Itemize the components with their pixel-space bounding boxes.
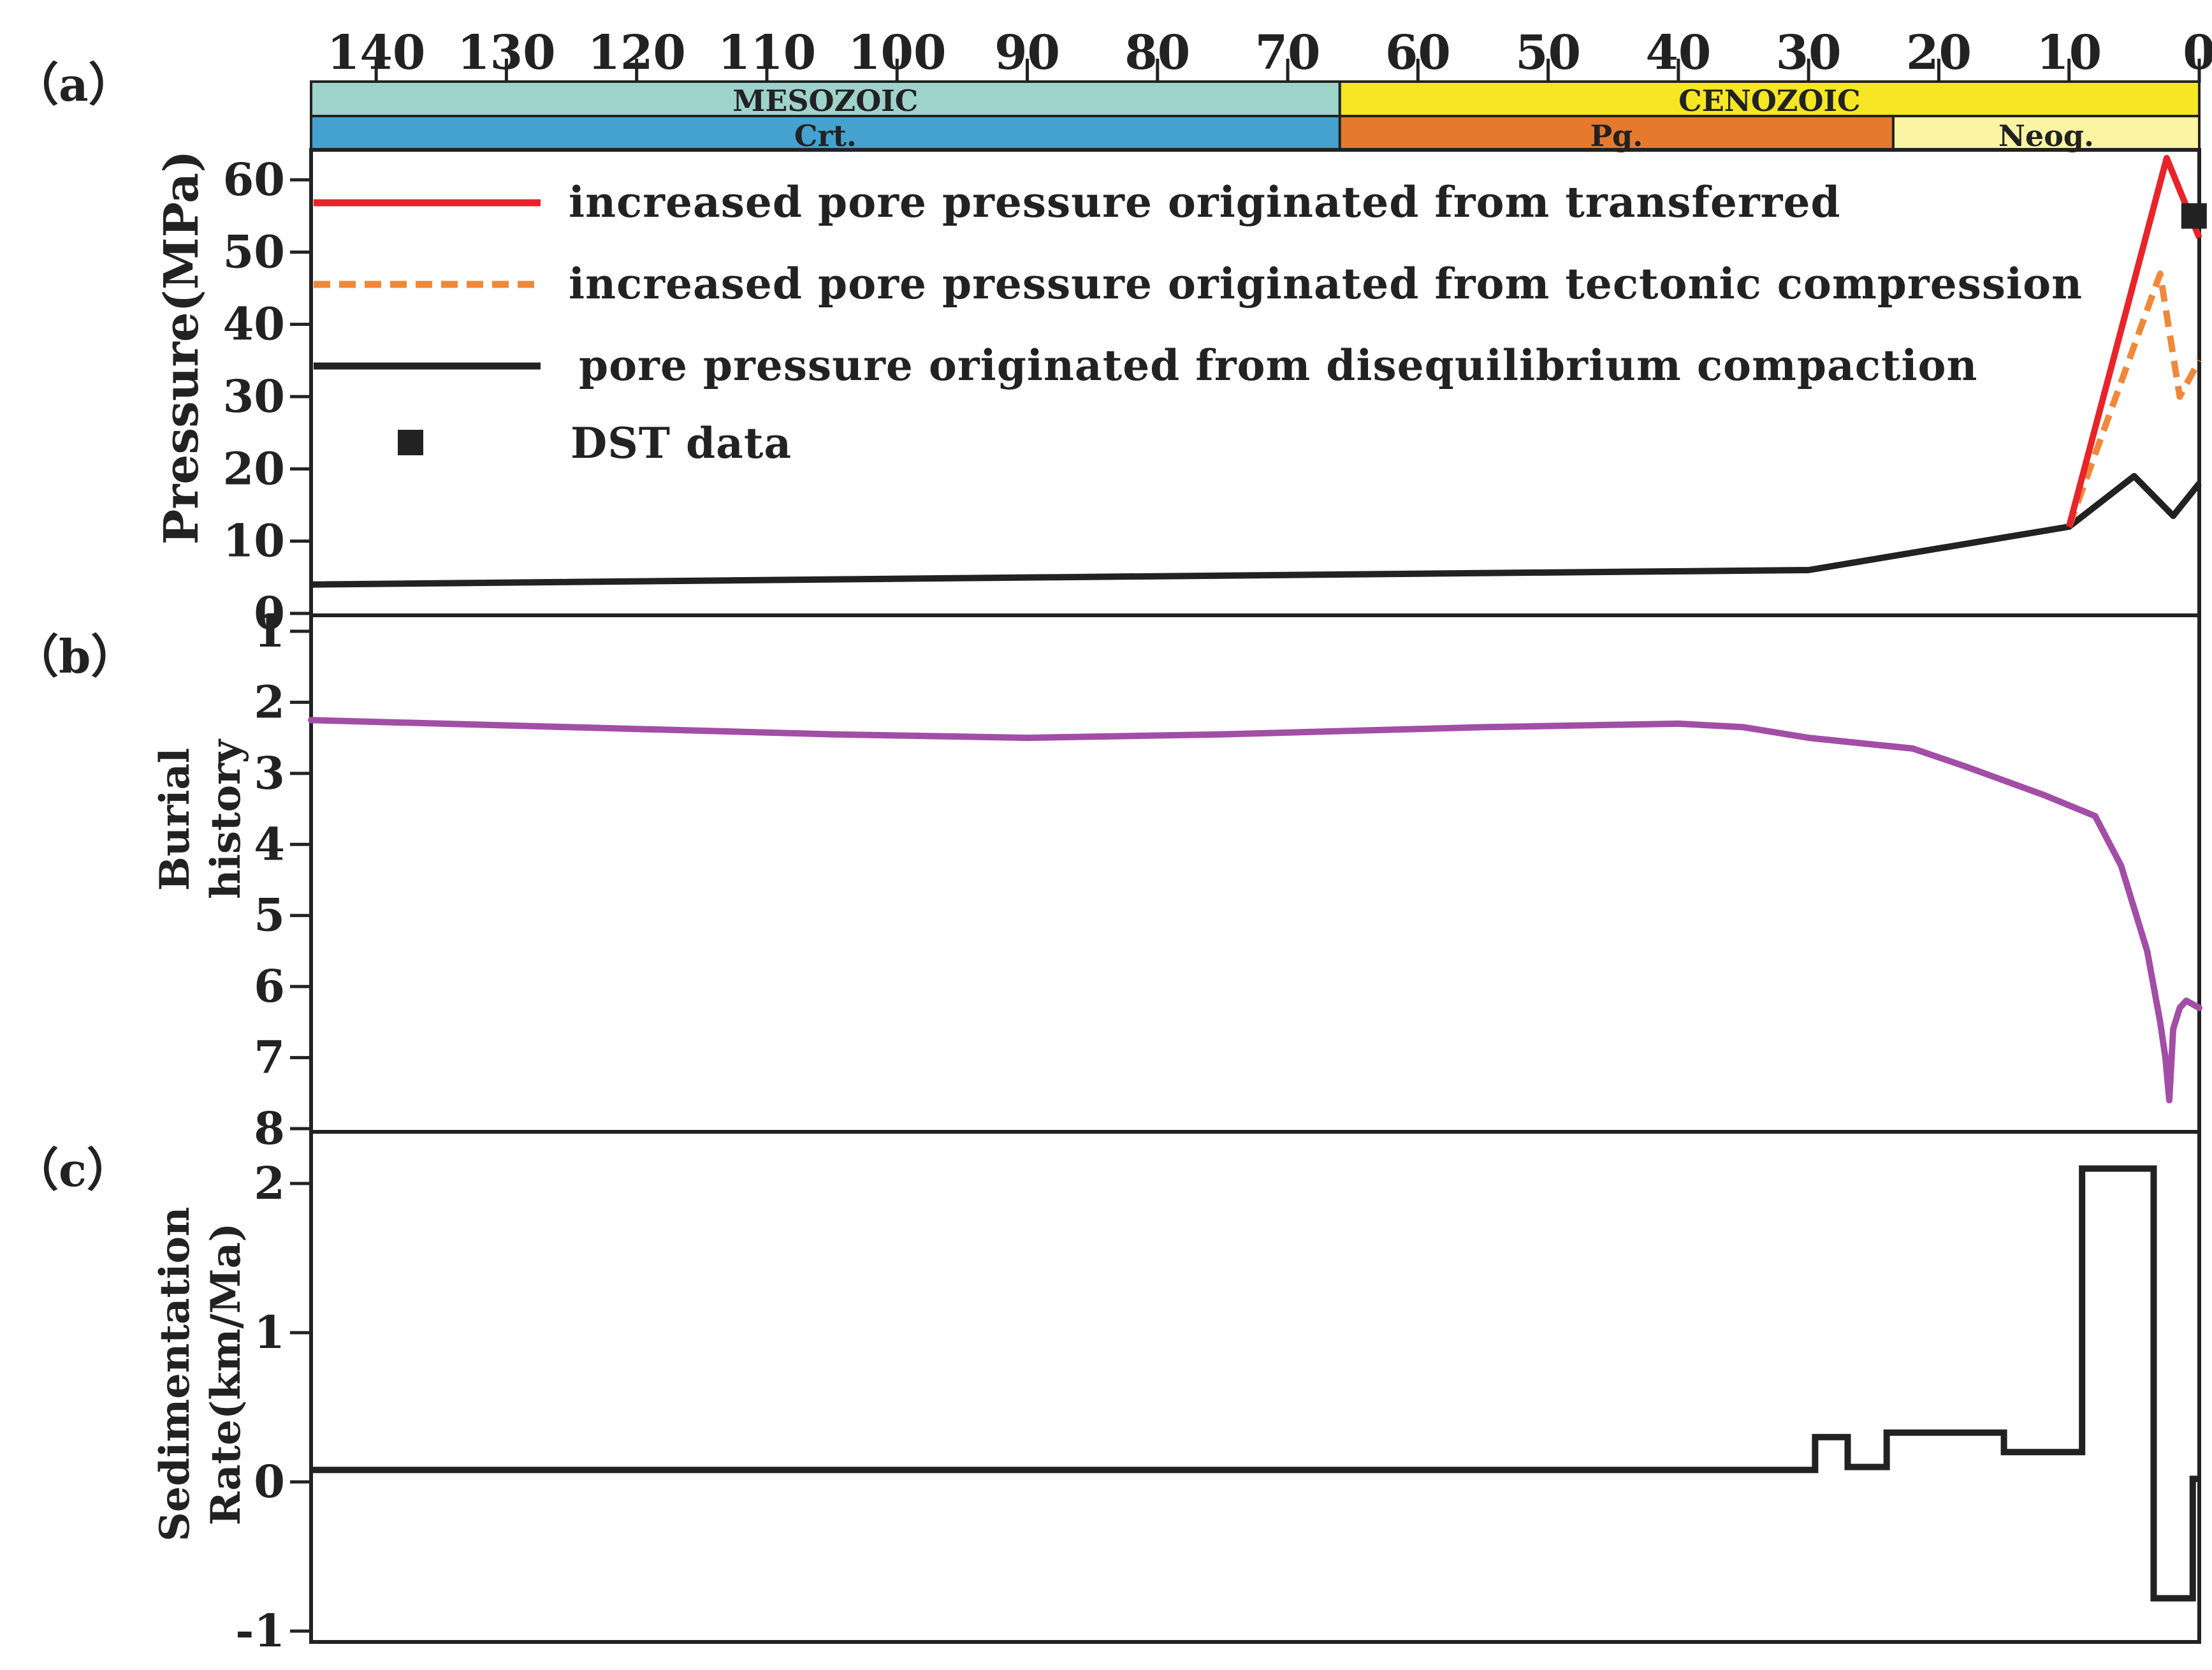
top-tick-label: 140 (327, 26, 425, 80)
panel-b-y-tick-label: 6 (254, 960, 285, 1013)
panel-b-y-axis-title-line2: history (202, 738, 250, 899)
panel-b-y-tick-label: 3 (254, 747, 285, 800)
dst-data-point (2181, 203, 2207, 229)
panel-c-label: （c） (13, 1143, 133, 1197)
panel-b-y-tick-label: 1 (254, 604, 285, 657)
period-bar (1338, 115, 1895, 151)
panel-c-y-tick-label: -1 (235, 1604, 285, 1657)
panel-a-y-tick-label: 50 (223, 225, 285, 278)
panel-b-y-tick-label: 2 (254, 675, 285, 728)
top-tick-label: 80 (1124, 26, 1190, 80)
legend-dst-label: DST data (571, 418, 792, 468)
burial-history-line (308, 717, 2202, 1104)
panel-b-y-axis: 1 2 3 4 5 6 7 8 (254, 604, 311, 1155)
legend-label: increased pore pressure originated from … (569, 177, 1841, 227)
top-x-axis: 140 130 120 110 100 90 80 70 60 50 40 30 20 10 0 (327, 26, 2212, 83)
panel-c-y-tick-label: 1 (254, 1306, 285, 1359)
panel-a-y-tick-label: 20 (223, 442, 285, 495)
panel-a-y-tick-label: 40 (223, 298, 285, 351)
legend-label: increased pore pressure originated from … (569, 259, 2083, 309)
era-label: CENOZOIC (1678, 84, 1861, 118)
panel-a-legend: increased pore pressure originated from … (314, 177, 2083, 468)
panel-c-frame (309, 1130, 2201, 1644)
top-tick-label: 90 (994, 26, 1060, 80)
era-label: MESOZOIC (732, 84, 918, 118)
panel-b-y-tick-label: 5 (254, 889, 285, 942)
panel-a-y-axis: 0 10 20 30 40 50 60 (223, 153, 311, 640)
panel-a-y-axis-title: Pressure(MPa) (154, 150, 209, 545)
panel-a-y-tick-label: 10 (223, 515, 285, 568)
sedimentation-rate-line (311, 1165, 2199, 1602)
panel-b-y-tick-label: 8 (254, 1102, 285, 1155)
top-tick-label: 40 (1645, 26, 1711, 80)
panel-c-series (311, 1165, 2199, 1602)
top-tick-label: 50 (1515, 26, 1581, 80)
top-tick-label: 120 (587, 26, 685, 80)
panel-b-y-axis-title-line1: Burial (151, 748, 199, 891)
panel-c-y-axis-title-line1: Sedimentation (151, 1206, 199, 1541)
geologic-timescale: MESOZOIC CENOZOIC Crt. Pg. Neog. (310, 80, 2201, 153)
top-tick-label: 20 (1906, 26, 1972, 80)
panel-b-y-tick-label: 7 (254, 1031, 285, 1084)
period-bar (310, 115, 1341, 151)
period-label: Pg. (1590, 119, 1643, 153)
panel-b-label: （b） (13, 629, 136, 684)
panel-frames (309, 148, 2201, 1644)
panel-c-sedimentation: （c） Sedimentation Rate(km/Ma) -1 0 1 2 (13, 1143, 2199, 1657)
top-tick-label: 130 (457, 26, 555, 80)
panel-a-y-tick-label: 60 (223, 153, 285, 206)
panel-a-y-tick-label: 30 (223, 370, 285, 423)
panel-c-y-tick-label: 2 (254, 1157, 285, 1210)
panel-a-y-tick-label: 0 (254, 587, 285, 640)
top-tick-label: 0 (2183, 26, 2212, 80)
panel-b-series (308, 717, 2202, 1104)
period-label: Crt. (794, 119, 857, 153)
legend-label: pore pressure originated from disequilib… (579, 341, 1978, 390)
top-tick-label: 60 (1385, 26, 1451, 80)
panel-a-series-line (2065, 270, 2202, 528)
era-bar (310, 80, 1341, 117)
top-tick-label: 10 (2036, 26, 2102, 80)
panel-c-y-tick-label: 0 (254, 1455, 285, 1508)
top-tick-label: 30 (1776, 26, 1842, 80)
panel-a-series (310, 155, 2207, 588)
top-tick-label: 110 (718, 26, 816, 80)
panel-c-y-axis: -1 0 1 2 (235, 1157, 311, 1657)
panel-c-y-axis-title-line2: Rate(km/Ma) (202, 1223, 250, 1526)
top-tick-label: 100 (848, 26, 946, 80)
era-bar (1338, 80, 2201, 117)
panel-b-y-tick-label: 4 (254, 817, 285, 870)
period-label: Neog. (1998, 119, 2094, 153)
panel-a-label: （a） (13, 57, 135, 112)
panel-a-pressure: （a） Pressure(MPa) 0 10 20 30 40 50 60 increase… (13, 57, 2207, 640)
top-tick-label: 70 (1255, 26, 1321, 80)
legend-dst-marker (398, 430, 423, 455)
panel-b-burial: （b） Burial history 1 2 3 4 5 6 7 8 (13, 604, 2202, 1155)
